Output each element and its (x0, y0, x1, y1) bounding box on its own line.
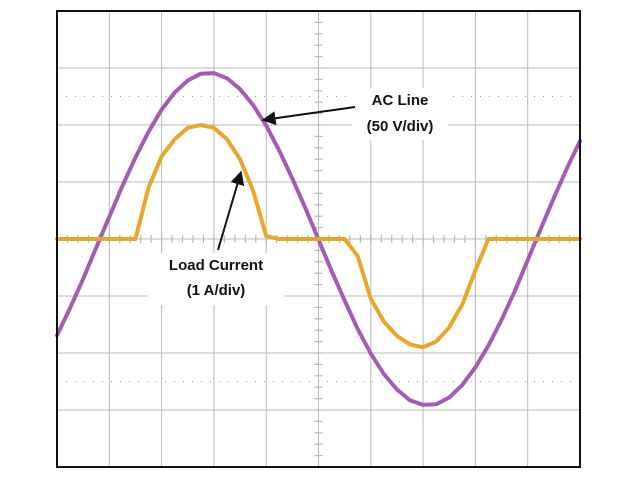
scale-label: (1 A/div) (187, 282, 246, 299)
label-bg (352, 88, 448, 140)
arrow (217, 170, 245, 251)
series-label: Load Current (169, 257, 263, 274)
traces (55, 71, 582, 407)
plot-frame (56, 10, 581, 468)
label-bg (148, 253, 284, 305)
series-label: AC Line (372, 92, 429, 109)
trace (55, 123, 582, 350)
scale-label: (50 V/div) (367, 118, 434, 135)
arrow (261, 106, 356, 126)
